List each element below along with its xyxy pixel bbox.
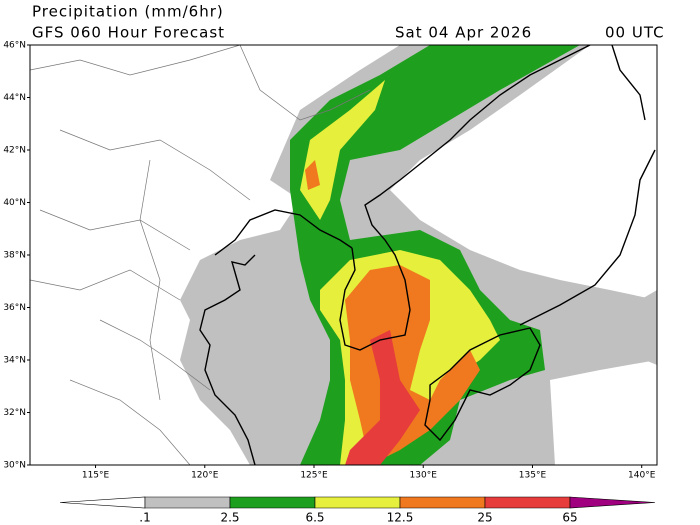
precip-field: [305, 160, 320, 190]
lat-tick-label: 38°N: [3, 251, 26, 261]
lat-tick-label: 36°N: [3, 303, 26, 313]
lon-tick-label: 125°E: [300, 471, 328, 481]
colorbar-label: 6.5: [305, 511, 324, 525]
lat-tick-label: 46°N: [3, 41, 26, 51]
colorbar-label: .1: [139, 511, 150, 525]
colorbar-segment: [484, 496, 571, 509]
lon-tick-label: 120°E: [191, 471, 219, 481]
lat-tick-label: 40°N: [3, 198, 26, 208]
province-borders: [30, 45, 371, 465]
lon-tick-label: 140°E: [628, 471, 656, 481]
colorbar-segment: [229, 496, 316, 509]
subtitle: GFS 060 Hour Forecast: [32, 24, 225, 42]
lat-tick-label: 44°N: [3, 93, 26, 103]
colorbar-segment: [144, 496, 231, 509]
coastline: [199, 45, 656, 465]
precip-field: [300, 80, 385, 220]
lat-tick-label: 42°N: [3, 146, 26, 156]
lat-tick-label: 30°N: [3, 461, 26, 471]
lon-tick-label: 130°E: [410, 471, 438, 481]
precip-field: [345, 265, 480, 465]
precip-field: [640, 290, 657, 365]
colorbar-label: 12.5: [387, 511, 414, 525]
colorbar-segment: [59, 496, 146, 509]
lat-tick-label: 32°N: [3, 408, 26, 418]
colorbar-label: 2.5: [220, 511, 239, 525]
lat-tick-label: 34°N: [3, 356, 26, 366]
title: Precipitation (mm/6hr): [32, 3, 224, 21]
time: 00 UTC: [605, 24, 665, 42]
map-area: [30, 45, 657, 465]
colorbar-segment: [569, 496, 656, 509]
colorbar-segment: [314, 496, 401, 509]
date: Sat 04 Apr 2026: [395, 24, 532, 42]
colorbar-segment: [399, 496, 486, 509]
lon-tick-label: 135°E: [519, 471, 547, 481]
colorbar-label: 65: [562, 511, 577, 525]
colorbar-label: 25: [477, 511, 492, 525]
lon-tick-label: 115°E: [82, 471, 110, 481]
precip-field: [345, 330, 420, 465]
